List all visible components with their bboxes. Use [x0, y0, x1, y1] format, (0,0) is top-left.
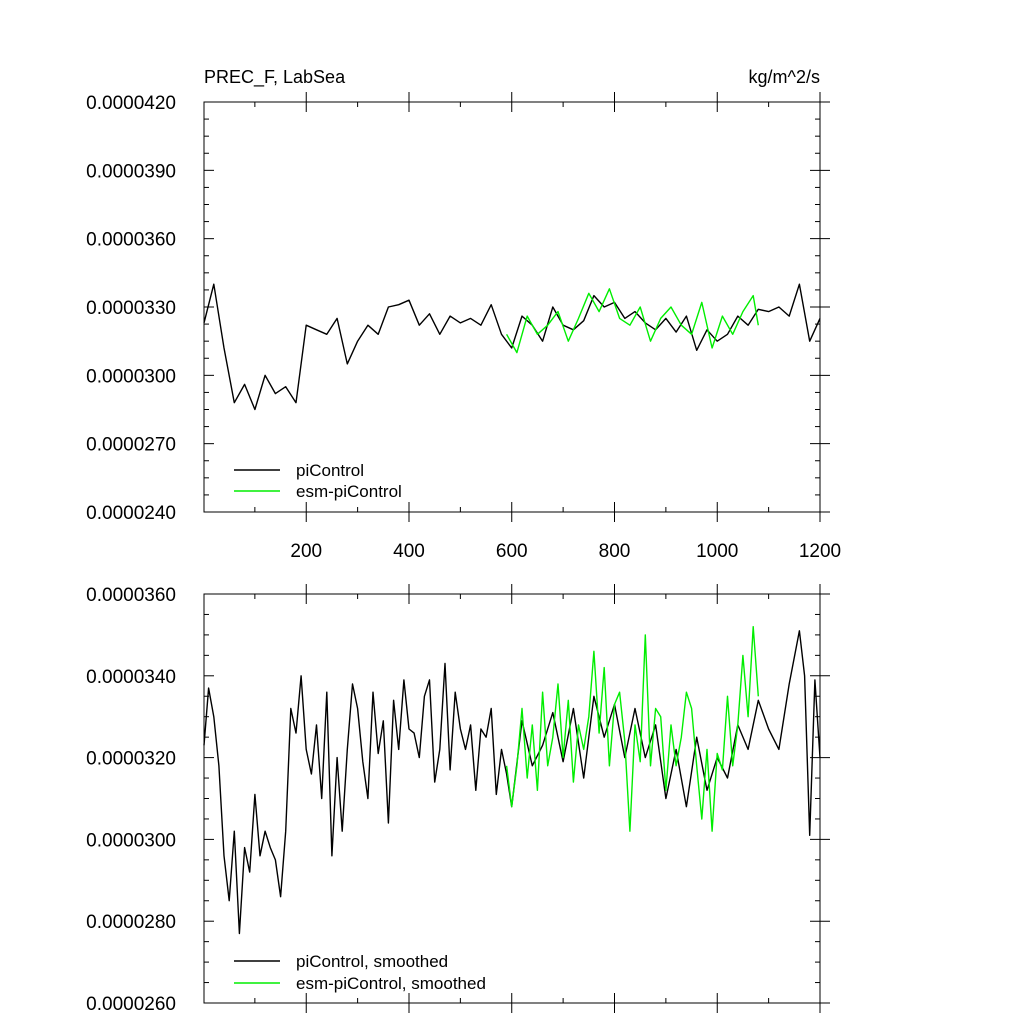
- y-tick-label: 0.0000420: [86, 93, 176, 114]
- plot-title: PREC_F, LabSea: [204, 67, 346, 88]
- series-line-picontrol-smoothed: [203, 630, 821, 935]
- y-tick-label: 0.0000390: [86, 161, 176, 182]
- legend-label-esm-picontrol-smoothed: esm-piControl, smoothed: [296, 974, 486, 993]
- x-tick-label: 1000: [696, 541, 738, 562]
- legend-label-picontrol: piControl: [296, 461, 364, 480]
- y-tick-label: 0.0000300: [86, 366, 176, 387]
- x-tick-label: 600: [496, 541, 528, 562]
- x-tick-label: 800: [599, 541, 631, 562]
- y-tick-label: 0.0000280: [86, 912, 176, 933]
- bottom-legend: piControl, smoothed esm-piControl, smoot…: [234, 952, 486, 993]
- y-tick-label: 0.0000340: [86, 667, 176, 688]
- series-line-picontrol: [203, 283, 821, 411]
- legend-label-esm-picontrol: esm-piControl: [296, 482, 402, 501]
- legend-label-picontrol-smoothed: piControl, smoothed: [296, 952, 448, 971]
- bottom-plot-area: 0.0000260 0.0000280 0.0000300 0.0000320 0.00…: [86, 584, 830, 1015]
- y-tick-label: 0.0000240: [86, 503, 176, 524]
- y-tick-label: 0.0000260: [86, 994, 176, 1015]
- x-tick-label: 200: [290, 541, 322, 562]
- top-legend: piControl esm-piControl: [234, 461, 402, 501]
- y-tick-label: 0.0000360: [86, 230, 176, 251]
- units-label: kg/m^2/s: [749, 67, 820, 87]
- y-tick-label: 0.0000300: [86, 830, 176, 851]
- top-plot-area: 200 400 600 800 1000 1200 0.0000240 0.0000270 0.…: [86, 92, 841, 562]
- y-tick-label: 0.0000320: [86, 749, 176, 770]
- x-tick-label: 1200: [799, 541, 841, 562]
- bottom-panel: 0.0000260 0.0000280 0.0000300 0.0000320 0.00…: [86, 584, 830, 1015]
- x-tick-label: 400: [393, 541, 425, 562]
- plot-frame: [203, 101, 821, 513]
- y-tick-label: 0.0000360: [86, 585, 176, 606]
- y-tick-label: 0.0000270: [86, 435, 176, 456]
- series-line-esm-picontrol-smoothed: [505, 626, 759, 832]
- top-panel: PREC_F, LabSea kg/m^2/s 200 400 600 800 1000…: [86, 67, 841, 562]
- y-tick-label: 0.0000330: [86, 298, 176, 319]
- series-line-esm-picontrol: [505, 288, 759, 354]
